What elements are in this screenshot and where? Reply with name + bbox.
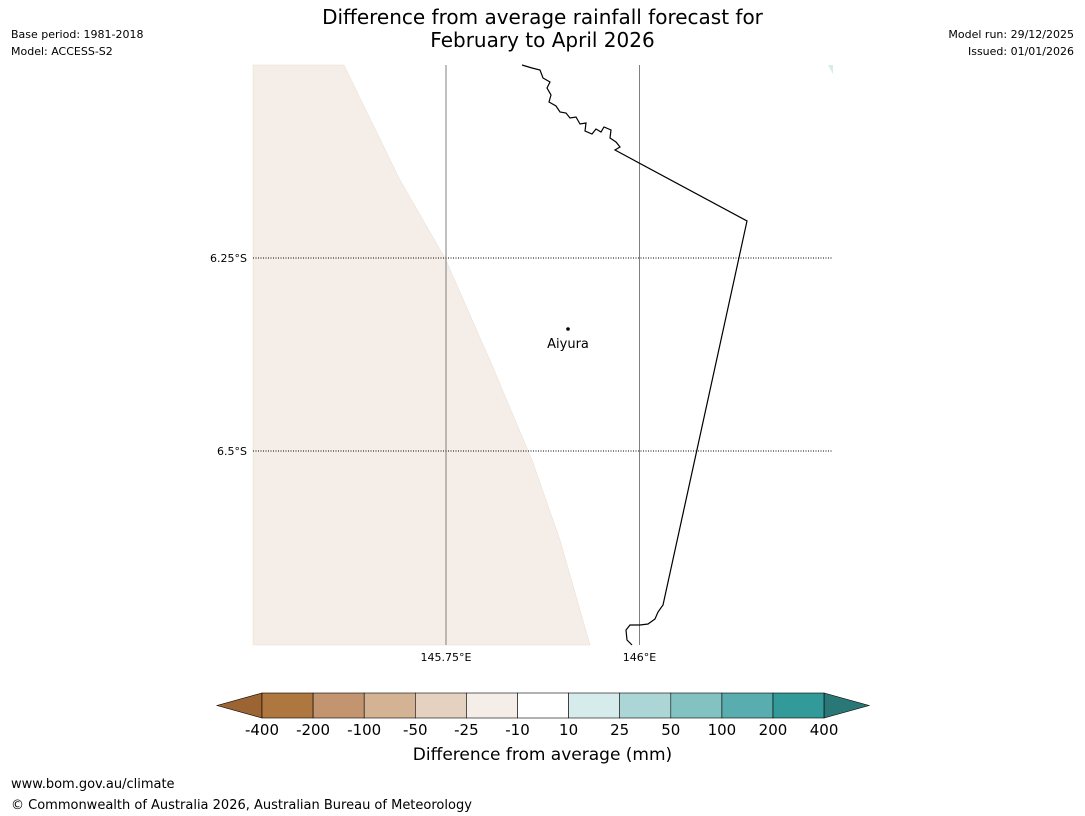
colorbar-tick-label: 400 — [810, 721, 839, 739]
issued-text: Issued: 01/01/2026 — [967, 45, 1074, 58]
colorbar-swatch — [619, 692, 672, 719]
metadata-left: Base period: 1981-2018 Model: ACCESS-S2 — [11, 26, 143, 60]
colorbar-swatches — [215, 692, 871, 719]
colorbar-swatch — [721, 692, 774, 719]
colorbar-title: Difference from average (mm) — [412, 745, 673, 765]
anomaly-speck — [828, 65, 833, 74]
colorbar-tick-label: -400 — [245, 721, 279, 739]
colorbar-swatch — [312, 692, 365, 719]
colorbar-swatch — [772, 692, 825, 719]
colorbar-tick-label: -200 — [296, 721, 330, 739]
footer-url: www.bom.gov.au/climate — [11, 777, 175, 792]
model-run-text: Model run: 29/12/2025 — [948, 28, 1074, 41]
metadata-right: Model run: 29/12/2025 Issued: 01/01/2026 — [948, 26, 1074, 60]
rainfall-anomaly-region — [252, 64, 591, 646]
footer-copyright: © Commonwealth of Australia 2026, Austra… — [11, 798, 472, 813]
colorbar-tick-label: -10 — [505, 721, 530, 739]
model-text: Model: ACCESS-S2 — [11, 45, 113, 58]
colorbar-tick-label: 25 — [610, 721, 629, 739]
map-title: Difference from average rainfall forecas… — [0, 6, 1085, 52]
base-period-text: Base period: 1981-2018 — [11, 28, 144, 41]
colorbar-tick-label: 100 — [708, 721, 737, 739]
colorbar-tick-label: 50 — [661, 721, 680, 739]
colorbar-tick-label: -50 — [403, 721, 428, 739]
footer: www.bom.gov.au/climate © Commonwealth of… — [11, 774, 472, 816]
colorbar-extend-low — [215, 692, 263, 719]
title-line-1: Difference from average rainfall forecas… — [322, 5, 763, 29]
colorbar-swatch — [466, 692, 518, 719]
colorbar-labels: -400 -200 -100 -50 -25 -10 10 25 50 100 200 400 — [245, 721, 838, 739]
aiyura-label: Aiyura — [547, 337, 589, 352]
colorbar-tick-label: -100 — [347, 721, 381, 739]
colorbar-swatch — [363, 692, 416, 719]
colorbar-swatch — [670, 692, 723, 719]
colorbar-swatch — [414, 692, 467, 719]
boundary-line — [521, 64, 748, 646]
colorbar-swatch — [261, 692, 314, 719]
lon-tick-145-75: 145.75°E — [421, 651, 472, 664]
colorbar-tick-label: 200 — [759, 721, 788, 739]
lat-tick-6-5: 6.5°S — [217, 445, 247, 458]
colorbar-tick-label: -25 — [454, 721, 479, 739]
lon-tick-146: 146°E — [623, 651, 656, 664]
colorbar-tick-label: 10 — [559, 721, 578, 739]
colorbar-swatch — [568, 692, 620, 719]
colorbar-swatch — [517, 692, 569, 719]
aiyura-marker — [566, 327, 570, 331]
lat-tick-6-25: 6.25°S — [210, 252, 247, 265]
colorbar-extend-high — [823, 692, 871, 719]
title-line-2: February to April 2026 — [430, 28, 655, 52]
